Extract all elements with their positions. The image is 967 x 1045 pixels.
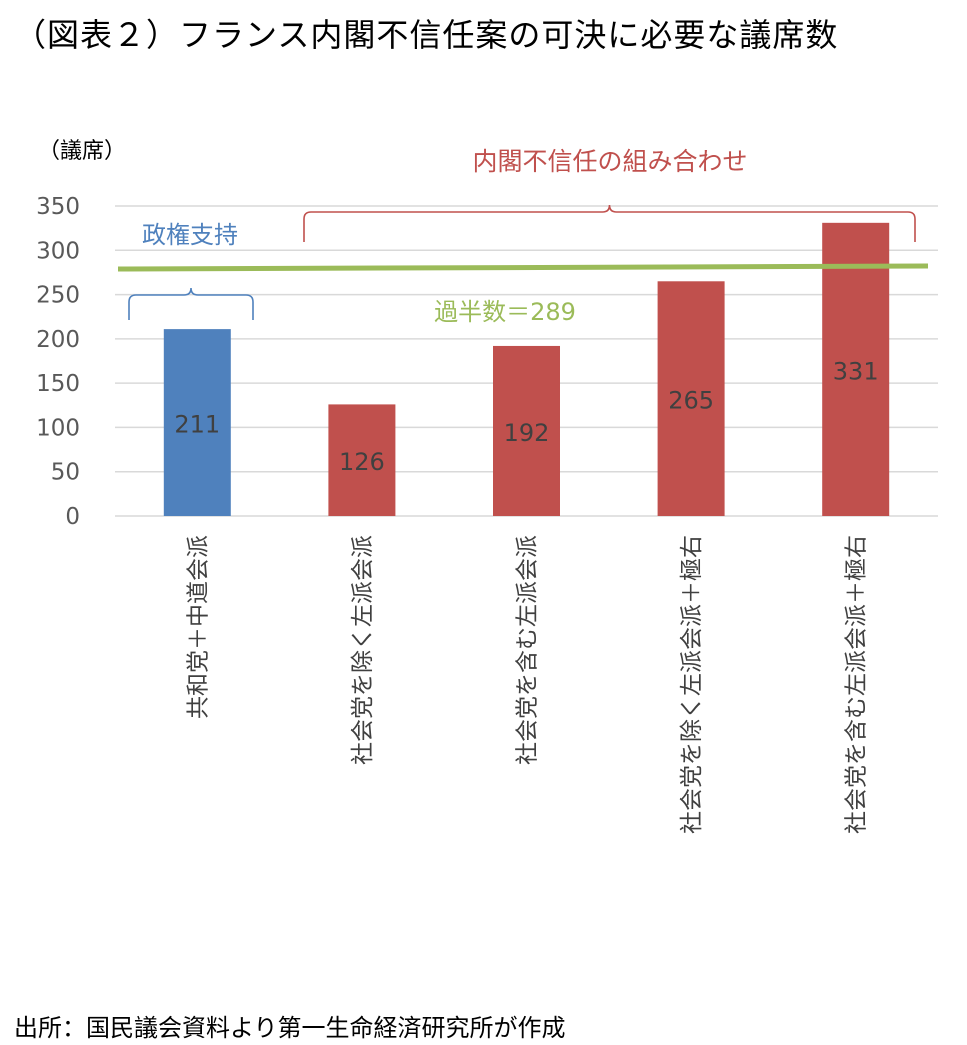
data-labels: 211 126 192 265 331 [174, 357, 878, 476]
y-axis-ticks: 0 50 100 150 200 250 300 350 [36, 194, 80, 530]
majority-label: 過半数＝289 [434, 298, 576, 326]
bars [163, 222, 890, 517]
y-tick-label: 100 [36, 415, 80, 441]
government-bracket-label: 政権支持 [142, 221, 238, 249]
y-tick-label: 200 [36, 327, 80, 353]
chart-title: （図表２）フランス内閣不信任案の可決に必要な議席数 [14, 16, 839, 54]
majority-line [117, 263, 929, 272]
category-labels: 共和党＋中道会派 社会党を除く左派会派 社会党を含む左派会派 社会党を除く左派会派＋極… [185, 535, 869, 834]
y-tick-label: 0 [65, 504, 80, 530]
government-bracket [128, 287, 254, 320]
y-tick-label: 150 [36, 371, 80, 397]
source-note: 出所：国民議会資料より第一生命経済研究所が作成 [14, 1014, 566, 1042]
data-label: 265 [668, 387, 714, 415]
bar [163, 329, 231, 516]
y-tick-label: 350 [36, 194, 80, 220]
opposition-bracket [303, 204, 916, 242]
data-label: 126 [339, 448, 385, 476]
bar [657, 281, 725, 516]
data-label: 331 [833, 357, 879, 385]
bar [493, 345, 560, 516]
y-tick-label: 50 [51, 460, 80, 486]
data-label: 211 [174, 411, 220, 439]
data-label: 192 [504, 419, 550, 447]
category-label: 社会党を含む左派会派 [515, 535, 541, 765]
category-label: 社会党を除く左派会派＋極右 [679, 535, 705, 834]
bar [328, 404, 396, 516]
category-label: 社会党を除く左派会派 [350, 535, 376, 765]
bar [822, 222, 890, 517]
y-tick-label: 300 [36, 238, 80, 264]
y-tick-label: 250 [36, 283, 80, 309]
bar-chart: 0 50 100 150 200 250 300 350 （議席） 211 126 192 265 3… [36, 139, 938, 834]
opposition-bracket-label: 内閣不信任の組み合わせ [472, 147, 747, 176]
category-label: 共和党＋中道会派 [185, 535, 211, 719]
category-label: 社会党を含む左派会派＋極右 [844, 535, 870, 834]
y-axis-unit-label: （議席） [38, 139, 126, 164]
